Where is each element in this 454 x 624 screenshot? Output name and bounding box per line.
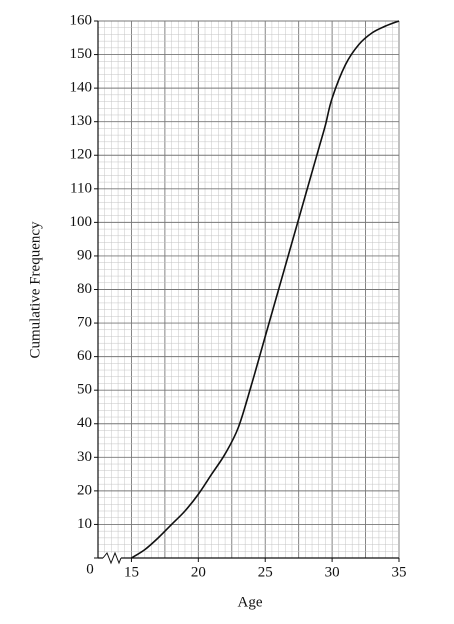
x-tick-label: 25 (258, 564, 273, 580)
x-tick-label: 35 (392, 564, 407, 580)
axis-break-gap (103, 553, 121, 563)
y-tick-label: 40 (77, 415, 92, 431)
y-tick-label: 100 (70, 214, 93, 230)
cumulative-frequency-curve (131, 20, 400, 559)
y-tick-label: 80 (77, 281, 92, 297)
y-tick-label: 110 (70, 180, 92, 196)
y-tick-label: 160 (70, 12, 93, 28)
x-tick-label: 20 (191, 564, 206, 580)
x-axis-label: Age (238, 594, 263, 610)
y-tick-label: 130 (70, 113, 93, 129)
y-tick-label: 50 (77, 382, 92, 398)
y-tick-label: 90 (77, 247, 92, 263)
y-tick-label: 120 (70, 147, 93, 163)
y-tick-label: 150 (70, 46, 93, 62)
y-tick-label: 140 (70, 80, 93, 96)
x-tick-label: 30 (325, 564, 340, 580)
y-tick-label: 10 (77, 516, 92, 532)
y-tick-label: 60 (77, 348, 92, 364)
axis-break (102, 551, 122, 565)
y-tick-label: 30 (77, 449, 92, 465)
y-tick-label: 20 (77, 482, 92, 498)
origin-label: 0 (86, 561, 94, 577)
y-tick-label: 70 (77, 315, 92, 331)
y-axis-label: Cumulative Frequency (27, 221, 43, 359)
x-tick-label: 15 (124, 564, 139, 580)
